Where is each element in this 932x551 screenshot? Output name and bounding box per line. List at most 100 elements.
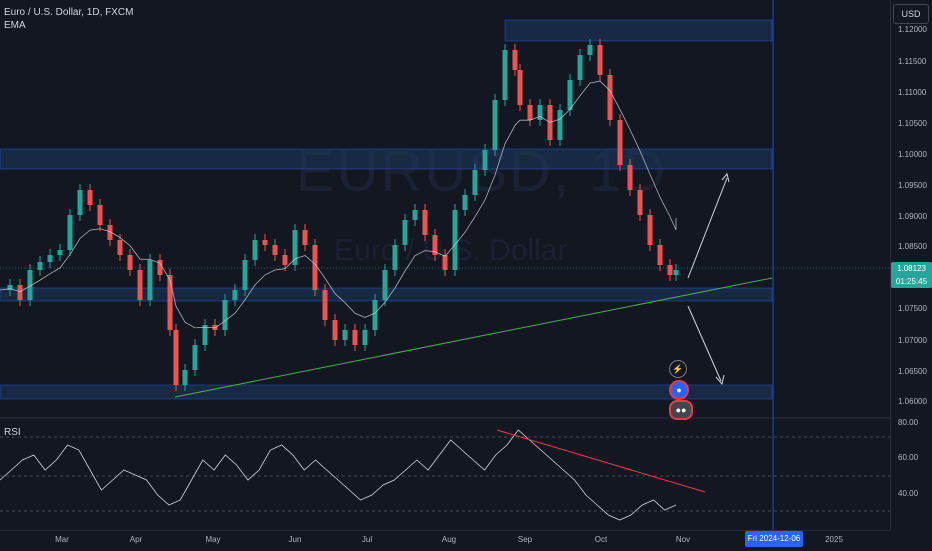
candle-body bbox=[87, 190, 93, 205]
legend-indicator[interactable]: EMA bbox=[4, 20, 26, 31]
candle-body bbox=[147, 260, 153, 300]
candle-body bbox=[57, 250, 63, 255]
candle-body bbox=[492, 100, 498, 150]
candle-body bbox=[137, 270, 143, 300]
candle-body bbox=[27, 270, 33, 300]
resistance-zone-mid bbox=[0, 148, 773, 170]
candle-body bbox=[17, 285, 23, 300]
candle-body bbox=[512, 50, 518, 70]
flag-icon[interactable]: ● bbox=[669, 380, 689, 400]
time-tick: Oct bbox=[594, 535, 608, 544]
price-tick: 1.10500 bbox=[898, 119, 927, 128]
price-tick: 1.06500 bbox=[898, 367, 927, 376]
price-tick: 1.06000 bbox=[898, 397, 927, 406]
time-tick: Nov bbox=[675, 535, 691, 544]
current-price-value: 1.08123 bbox=[897, 264, 926, 273]
down-arrow-line bbox=[687, 305, 722, 382]
candle-body bbox=[482, 150, 488, 170]
candle-body bbox=[597, 45, 603, 75]
candle-body bbox=[242, 260, 248, 290]
price-tick: 1.09500 bbox=[898, 181, 927, 190]
price-tick: 1.11500 bbox=[898, 57, 927, 66]
candle-body bbox=[567, 80, 573, 110]
candle-body bbox=[352, 330, 358, 345]
candle-body bbox=[292, 230, 298, 265]
time-tick: May bbox=[205, 535, 221, 544]
flag-group-icon[interactable]: ●● bbox=[669, 400, 693, 420]
time-tick: Apr bbox=[129, 535, 143, 544]
candle-body bbox=[282, 255, 288, 265]
candle-body bbox=[67, 215, 73, 250]
candle-body bbox=[173, 330, 179, 385]
time-tick: Jun bbox=[288, 535, 302, 544]
time-tick: Mar bbox=[55, 535, 69, 544]
candle-body bbox=[7, 285, 13, 290]
candle-body bbox=[462, 195, 468, 210]
candle-body bbox=[372, 300, 378, 330]
candle-body bbox=[442, 255, 448, 270]
candle-body bbox=[517, 70, 523, 105]
candle-body bbox=[167, 275, 173, 330]
price-tick: 1.10000 bbox=[898, 150, 927, 159]
watermark-name: Euro / U.S. Dollar bbox=[334, 234, 568, 267]
candle-body bbox=[557, 110, 563, 140]
candle-body bbox=[302, 230, 308, 245]
candle-body bbox=[47, 255, 53, 262]
candle-body bbox=[412, 210, 418, 220]
candle-body bbox=[107, 225, 113, 240]
ema-line bbox=[0, 80, 677, 329]
rsi-trendline bbox=[496, 429, 706, 493]
candle-body bbox=[157, 260, 163, 275]
candle-body bbox=[422, 210, 428, 235]
price-chart-svg[interactable] bbox=[0, 0, 890, 530]
candle-body bbox=[117, 240, 123, 255]
support-zone-bottom bbox=[0, 384, 773, 400]
rsi-tick: 80.00 bbox=[898, 418, 919, 427]
rsi-line bbox=[0, 429, 677, 521]
candle-body bbox=[537, 105, 543, 120]
ascending-trendline bbox=[174, 277, 773, 398]
price-tick: 1.12000 bbox=[898, 25, 927, 34]
candle-body bbox=[232, 290, 238, 300]
candle-body bbox=[647, 215, 653, 245]
resistance-zone-top bbox=[504, 19, 773, 42]
candle-body bbox=[332, 320, 338, 340]
candle-body bbox=[607, 75, 613, 120]
candle-body bbox=[262, 240, 268, 245]
time-axis[interactable] bbox=[0, 530, 890, 551]
current-price-countdown: 01:25:45 bbox=[895, 277, 928, 286]
time-tick: Aug bbox=[441, 535, 457, 544]
candle-body bbox=[322, 290, 328, 320]
currency-button[interactable]: USD bbox=[893, 4, 929, 24]
candle-body bbox=[587, 45, 593, 55]
price-tick: 1.07000 bbox=[898, 336, 927, 345]
time-tick: 2025 bbox=[825, 535, 843, 544]
candle-body bbox=[617, 120, 623, 165]
rsi-tick: 40.00 bbox=[898, 489, 919, 498]
chart-area[interactable]: EURUSD, 1D Euro / U.S. Dollar bbox=[0, 0, 890, 530]
price-tick: 1.09000 bbox=[898, 212, 927, 221]
candle-body bbox=[402, 220, 408, 245]
candle-body bbox=[502, 50, 508, 100]
candle-body bbox=[362, 330, 368, 345]
candle-body bbox=[222, 300, 228, 330]
candle-body bbox=[657, 245, 663, 265]
price-tick: 1.08500 bbox=[898, 242, 927, 251]
candle-body bbox=[627, 165, 633, 190]
up-arrow-line bbox=[687, 177, 728, 279]
lightning-icon[interactable]: ⚡ bbox=[669, 360, 687, 378]
up-arrow-head bbox=[721, 172, 730, 183]
candle-body bbox=[202, 325, 208, 345]
legend-symbol[interactable]: Euro / U.S. Dollar, 1D, FXCM bbox=[4, 7, 134, 18]
down-arrow-head bbox=[715, 374, 725, 386]
candle-body bbox=[192, 345, 198, 370]
candle-body bbox=[432, 235, 438, 255]
rsi-pane-label[interactable]: RSI bbox=[4, 427, 21, 438]
crosshair-date-label: Fri 2024-12-06 bbox=[745, 531, 803, 547]
candle-body bbox=[252, 240, 258, 260]
candle-body bbox=[382, 270, 388, 300]
candle-body bbox=[342, 330, 348, 340]
rsi-tick: 60.00 bbox=[898, 453, 919, 462]
candle-body bbox=[527, 105, 533, 120]
candle-body bbox=[182, 370, 188, 385]
